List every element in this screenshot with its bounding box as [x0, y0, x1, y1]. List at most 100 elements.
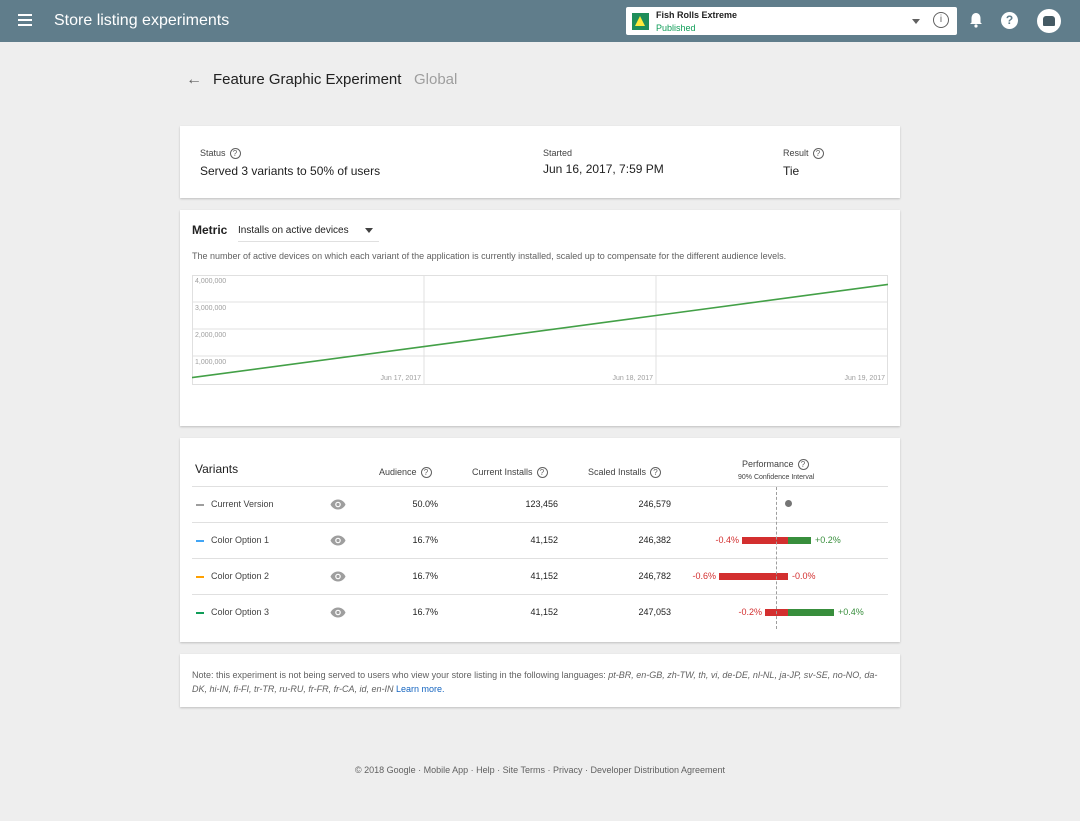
variant-current-installs: 123,456 [525, 499, 558, 509]
x-tick-label: Jun 17, 2017 [381, 375, 422, 382]
variant-scaled-installs: 246,382 [638, 535, 671, 545]
hamburger-menu-icon[interactable] [18, 14, 32, 26]
experiment-scope: Global [414, 71, 458, 88]
variant-name: Color Option 3 [211, 607, 270, 617]
installs-line-chart: 4,000,000 3,000,000 2,000,000 1,000,000 Jun … [192, 275, 888, 385]
performance-help-icon[interactable]: ? [797, 459, 809, 471]
variant-name: Color Option 1 [211, 535, 270, 545]
variant-current-installs: 41,152 [530, 535, 558, 545]
variants-card: Variants Audience? Current Installs? Sca… [180, 438, 900, 642]
learn-more-link[interactable]: Learn more. [396, 684, 445, 694]
metric-selected-value: Installs on active devices [238, 225, 349, 236]
variant-audience: 50.0% [412, 499, 438, 509]
status-help-icon[interactable]: ? [229, 148, 241, 160]
help-icon[interactable]: ? [1001, 12, 1018, 29]
variant-audience: 16.7% [412, 535, 438, 545]
result-label-row: Result? [783, 148, 824, 160]
app-status: Published [656, 23, 696, 33]
performance-subheader: 90% Confidence Interval [738, 474, 815, 481]
eye-icon[interactable] [330, 607, 346, 618]
variant-color-swatch [196, 576, 204, 578]
current-installs-header-label: Current Installs [472, 467, 533, 477]
eye-icon[interactable] [330, 499, 346, 510]
variant-color-swatch [196, 540, 204, 542]
metric-dropdown[interactable]: Installs on active devices [238, 220, 379, 242]
scaled-installs-help-icon[interactable]: ? [650, 467, 662, 479]
variant-row[interactable]: Color Option 3 16.7% 41,152 247,053 -0.2%… [192, 594, 888, 630]
chevron-down-icon[interactable] [912, 19, 920, 24]
variant-name: Current Version [211, 499, 274, 509]
variant-name: Color Option 2 [211, 571, 270, 581]
result-help-icon[interactable]: ? [812, 148, 824, 160]
started-value: Jun 16, 2017, 7:59 PM [543, 162, 664, 176]
audience-header-label: Audience [379, 467, 417, 477]
top-app-bar: Store listing experiments Fish Rolls Ext… [0, 0, 1080, 42]
status-label-row: Status? [200, 148, 241, 160]
performance-high-label: -0.0% [792, 571, 816, 581]
current-installs-help-icon[interactable]: ? [536, 467, 548, 479]
variants-title: Variants [195, 462, 239, 476]
info-icon[interactable]: i [933, 12, 949, 28]
current-installs-header: Current Installs? [472, 467, 548, 479]
account-avatar[interactable] [1037, 9, 1061, 33]
variant-row[interactable]: Color Option 2 16.7% 41,152 246,782 -0.6%… [192, 558, 888, 594]
performance-high-label: +0.2% [815, 535, 841, 545]
y-tick-label: 4,000,000 [195, 278, 226, 285]
performance-header-label: Performance [742, 459, 794, 469]
scaled-installs-header-label: Scaled Installs [588, 467, 647, 477]
result-value: Tie [783, 164, 800, 178]
variant-scaled-installs: 246,579 [638, 499, 671, 509]
variant-scaled-installs: 246,782 [638, 571, 671, 581]
note-text: Note: this experiment is not being serve… [192, 670, 606, 680]
performance-negative-bar [742, 537, 788, 544]
audience-help-icon[interactable]: ? [420, 467, 432, 479]
performance-low-label: -0.2% [738, 607, 762, 617]
variant-current-installs: 41,152 [530, 571, 558, 581]
note-languages-line2: da-DK, hi-IN, fi-FI, tr-TR, ru-RU, fr-FR… [192, 670, 878, 694]
languages-note: Note: this experiment is not being serve… [192, 668, 892, 696]
scaled-installs-header: Scaled Installs? [588, 467, 662, 479]
metric-label: Metric [192, 223, 228, 237]
x-tick-label: Jun 18, 2017 [613, 375, 654, 382]
variant-scaled-installs: 247,053 [638, 607, 671, 617]
performance-header: Performance? [742, 459, 809, 471]
audience-header: Audience? [379, 467, 432, 479]
status-card: Status? Served 3 variants to 50% of user… [180, 126, 900, 198]
performance-high-label: +0.4% [838, 607, 864, 617]
variant-current-installs: 41,152 [530, 607, 558, 617]
started-label: Started [543, 148, 573, 158]
variant-row[interactable]: Current Version 50.0% 123,456 246,579 [192, 486, 888, 522]
performance-zero-line [776, 487, 777, 629]
metric-description: The number of active devices on which ea… [192, 251, 787, 261]
variant-row[interactable]: Color Option 1 16.7% 41,152 246,382 -0.4%… [192, 522, 888, 558]
x-tick-label: Jun 19, 2017 [845, 375, 886, 382]
performance-low-label: -0.4% [715, 535, 739, 545]
note-languages-line1: pt-BR, en-GB, zh-TW, th, vi, de-DE, nl-N… [608, 670, 862, 680]
back-arrow-icon[interactable]: ← [186, 71, 202, 88]
notifications-bell-icon[interactable] [969, 12, 983, 28]
languages-note-card: Note: this experiment is not being serve… [180, 654, 900, 707]
performance-positive-bar [788, 537, 811, 544]
installs-series-line [192, 283, 888, 379]
y-tick-label: 1,000,000 [195, 359, 226, 366]
eye-icon[interactable] [330, 535, 346, 546]
eye-icon[interactable] [330, 571, 346, 582]
variant-color-swatch [196, 612, 204, 614]
y-tick-label: 3,000,000 [195, 305, 226, 312]
chart-frame [192, 275, 888, 385]
result-label: Result [783, 148, 809, 158]
variant-audience: 16.7% [412, 607, 438, 617]
y-tick-label: 2,000,000 [195, 332, 226, 339]
app-name: Fish Rolls Extreme [656, 10, 738, 20]
status-label: Status [200, 148, 226, 158]
chevron-down-icon [365, 228, 373, 233]
performance-positive-bar [788, 609, 834, 616]
app-icon [632, 13, 649, 30]
metric-card: Metric Installs on active devices The nu… [180, 210, 900, 426]
app-bar-title: Store listing experiments [54, 12, 230, 29]
app-selector[interactable]: Fish Rolls Extreme Published i [626, 7, 957, 35]
footer: © 2018 Google · Mobile App · Help · Site… [354, 765, 726, 775]
performance-low-label: -0.6% [692, 571, 716, 581]
status-value: Served 3 variants to 50% of users [200, 164, 381, 178]
performance-negative-bar [719, 573, 788, 580]
